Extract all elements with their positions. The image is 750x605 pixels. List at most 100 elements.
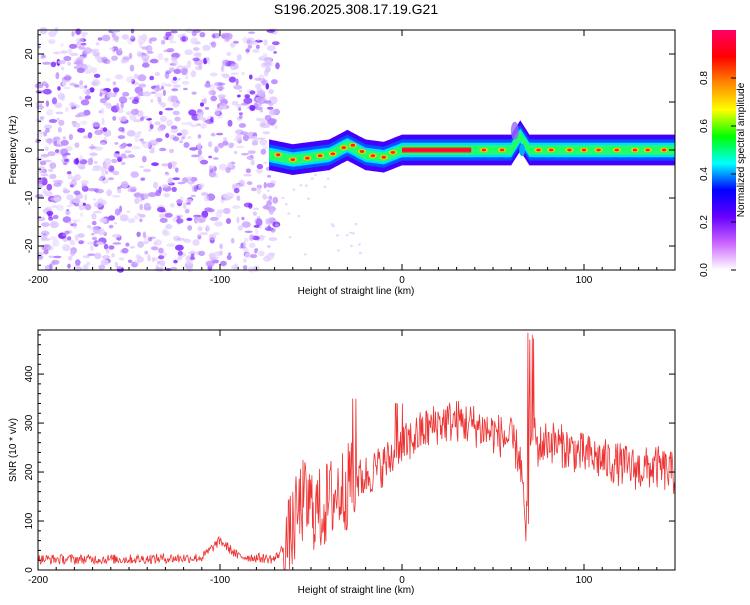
noise-speckle (176, 218, 184, 224)
noise-speckle (155, 267, 163, 272)
noise-speckle (85, 64, 93, 71)
noise-speckle (82, 255, 91, 259)
noise-speckle (77, 112, 86, 117)
noise-speckle (57, 86, 61, 91)
noise-speckle (44, 124, 53, 129)
noise-speckle (260, 120, 266, 128)
noise-speckle (108, 177, 114, 181)
noise-speckle (170, 125, 178, 130)
noise-speckle (111, 55, 118, 61)
noise-speckle (236, 54, 242, 62)
noise-speckle (147, 192, 157, 198)
noise-speckle (175, 214, 184, 219)
noise-speckle (108, 215, 116, 221)
noise-speckle (122, 91, 130, 97)
noise-speckle (166, 243, 176, 248)
noise-speckle (266, 189, 270, 192)
noise-speckle (67, 255, 73, 261)
colorbar: 0.0 0.2 0.4 0.6 0.8 Normalized spectral ampl… (699, 30, 747, 277)
noise-speckle (55, 72, 60, 80)
noise-speckle (214, 146, 219, 153)
noise-speckle (76, 67, 85, 74)
noise-speckle (267, 204, 271, 208)
noise-speckle (56, 204, 64, 211)
noise-speckle (267, 118, 277, 125)
noise-speckle (87, 242, 96, 245)
noise-speckle (154, 121, 161, 126)
noise-speckle (162, 228, 168, 236)
noise-speckle (357, 243, 361, 246)
noise-speckle (150, 147, 155, 151)
noise-speckle (168, 36, 174, 41)
noise-speckle (77, 233, 85, 238)
noise-speckle (248, 31, 256, 34)
noise-speckle (91, 213, 97, 220)
signal-peak (330, 152, 336, 156)
noise-speckle (237, 94, 241, 98)
noise-speckle (272, 221, 281, 228)
noise-speckle (268, 252, 276, 257)
noise-speckle (52, 179, 62, 184)
noise-speckle (207, 208, 215, 213)
noise-speckle (186, 176, 192, 180)
noise-speckle (242, 36, 248, 44)
noise-speckle (57, 92, 65, 100)
noise-speckle (172, 164, 176, 170)
noise-speckle (83, 47, 92, 54)
noise-speckle (137, 37, 146, 45)
noise-speckle (148, 237, 153, 242)
noise-speckle (60, 139, 69, 146)
signal-peak (276, 153, 281, 157)
noise-speckle (200, 123, 207, 129)
noise-speckle (74, 122, 81, 128)
noise-speckle (80, 42, 87, 46)
noise-speckle (80, 180, 89, 185)
noise-speckle (62, 189, 70, 194)
noise-speckle (268, 102, 274, 106)
x-tick-label: -200 (28, 575, 48, 586)
noise-speckle (160, 82, 168, 87)
noise-speckle (197, 215, 207, 223)
noise-speckle (205, 56, 210, 62)
noise-speckle (191, 91, 197, 95)
noise-speckle (93, 188, 99, 193)
noise-speckle (123, 57, 130, 61)
noise-speckle (174, 116, 181, 122)
signal-peak (390, 151, 396, 154)
noise-speckle (145, 45, 153, 52)
noise-speckle (111, 253, 115, 258)
noise-speckle (223, 38, 230, 43)
x-tick-label: 0 (399, 575, 405, 586)
noise-speckle (228, 76, 236, 83)
noise-speckle (86, 89, 91, 94)
noise-speckle (149, 124, 154, 130)
noise-speckle (201, 99, 206, 102)
noise-speckle (128, 52, 133, 60)
noise-speckle (96, 241, 104, 245)
noise-speckle (99, 217, 108, 223)
noise-speckle (287, 212, 291, 215)
noise-speckle (275, 62, 280, 70)
noise-speckle (242, 134, 249, 142)
noise-speckle (232, 40, 239, 44)
noise-speckle (281, 196, 285, 200)
noise-speckle (201, 210, 209, 218)
noise-speckle (142, 91, 152, 97)
noise-speckle (196, 123, 201, 126)
noise-speckle (252, 211, 257, 216)
noise-speckle (48, 255, 56, 259)
noise-speckle (106, 189, 112, 197)
noise-speckle (46, 183, 53, 191)
noise-speckle (205, 119, 214, 125)
colorbar-gradient (712, 30, 736, 270)
noise-speckle (140, 177, 145, 181)
noise-speckle (154, 71, 161, 77)
noise-speckle (85, 69, 92, 74)
noise-speckle (93, 161, 98, 164)
noise-speckle (155, 137, 163, 143)
signal-peak (661, 148, 667, 152)
noise-speckle (117, 108, 124, 114)
noise-speckle (129, 246, 136, 249)
noise-speckle (172, 177, 181, 181)
noise-speckle (154, 92, 163, 99)
